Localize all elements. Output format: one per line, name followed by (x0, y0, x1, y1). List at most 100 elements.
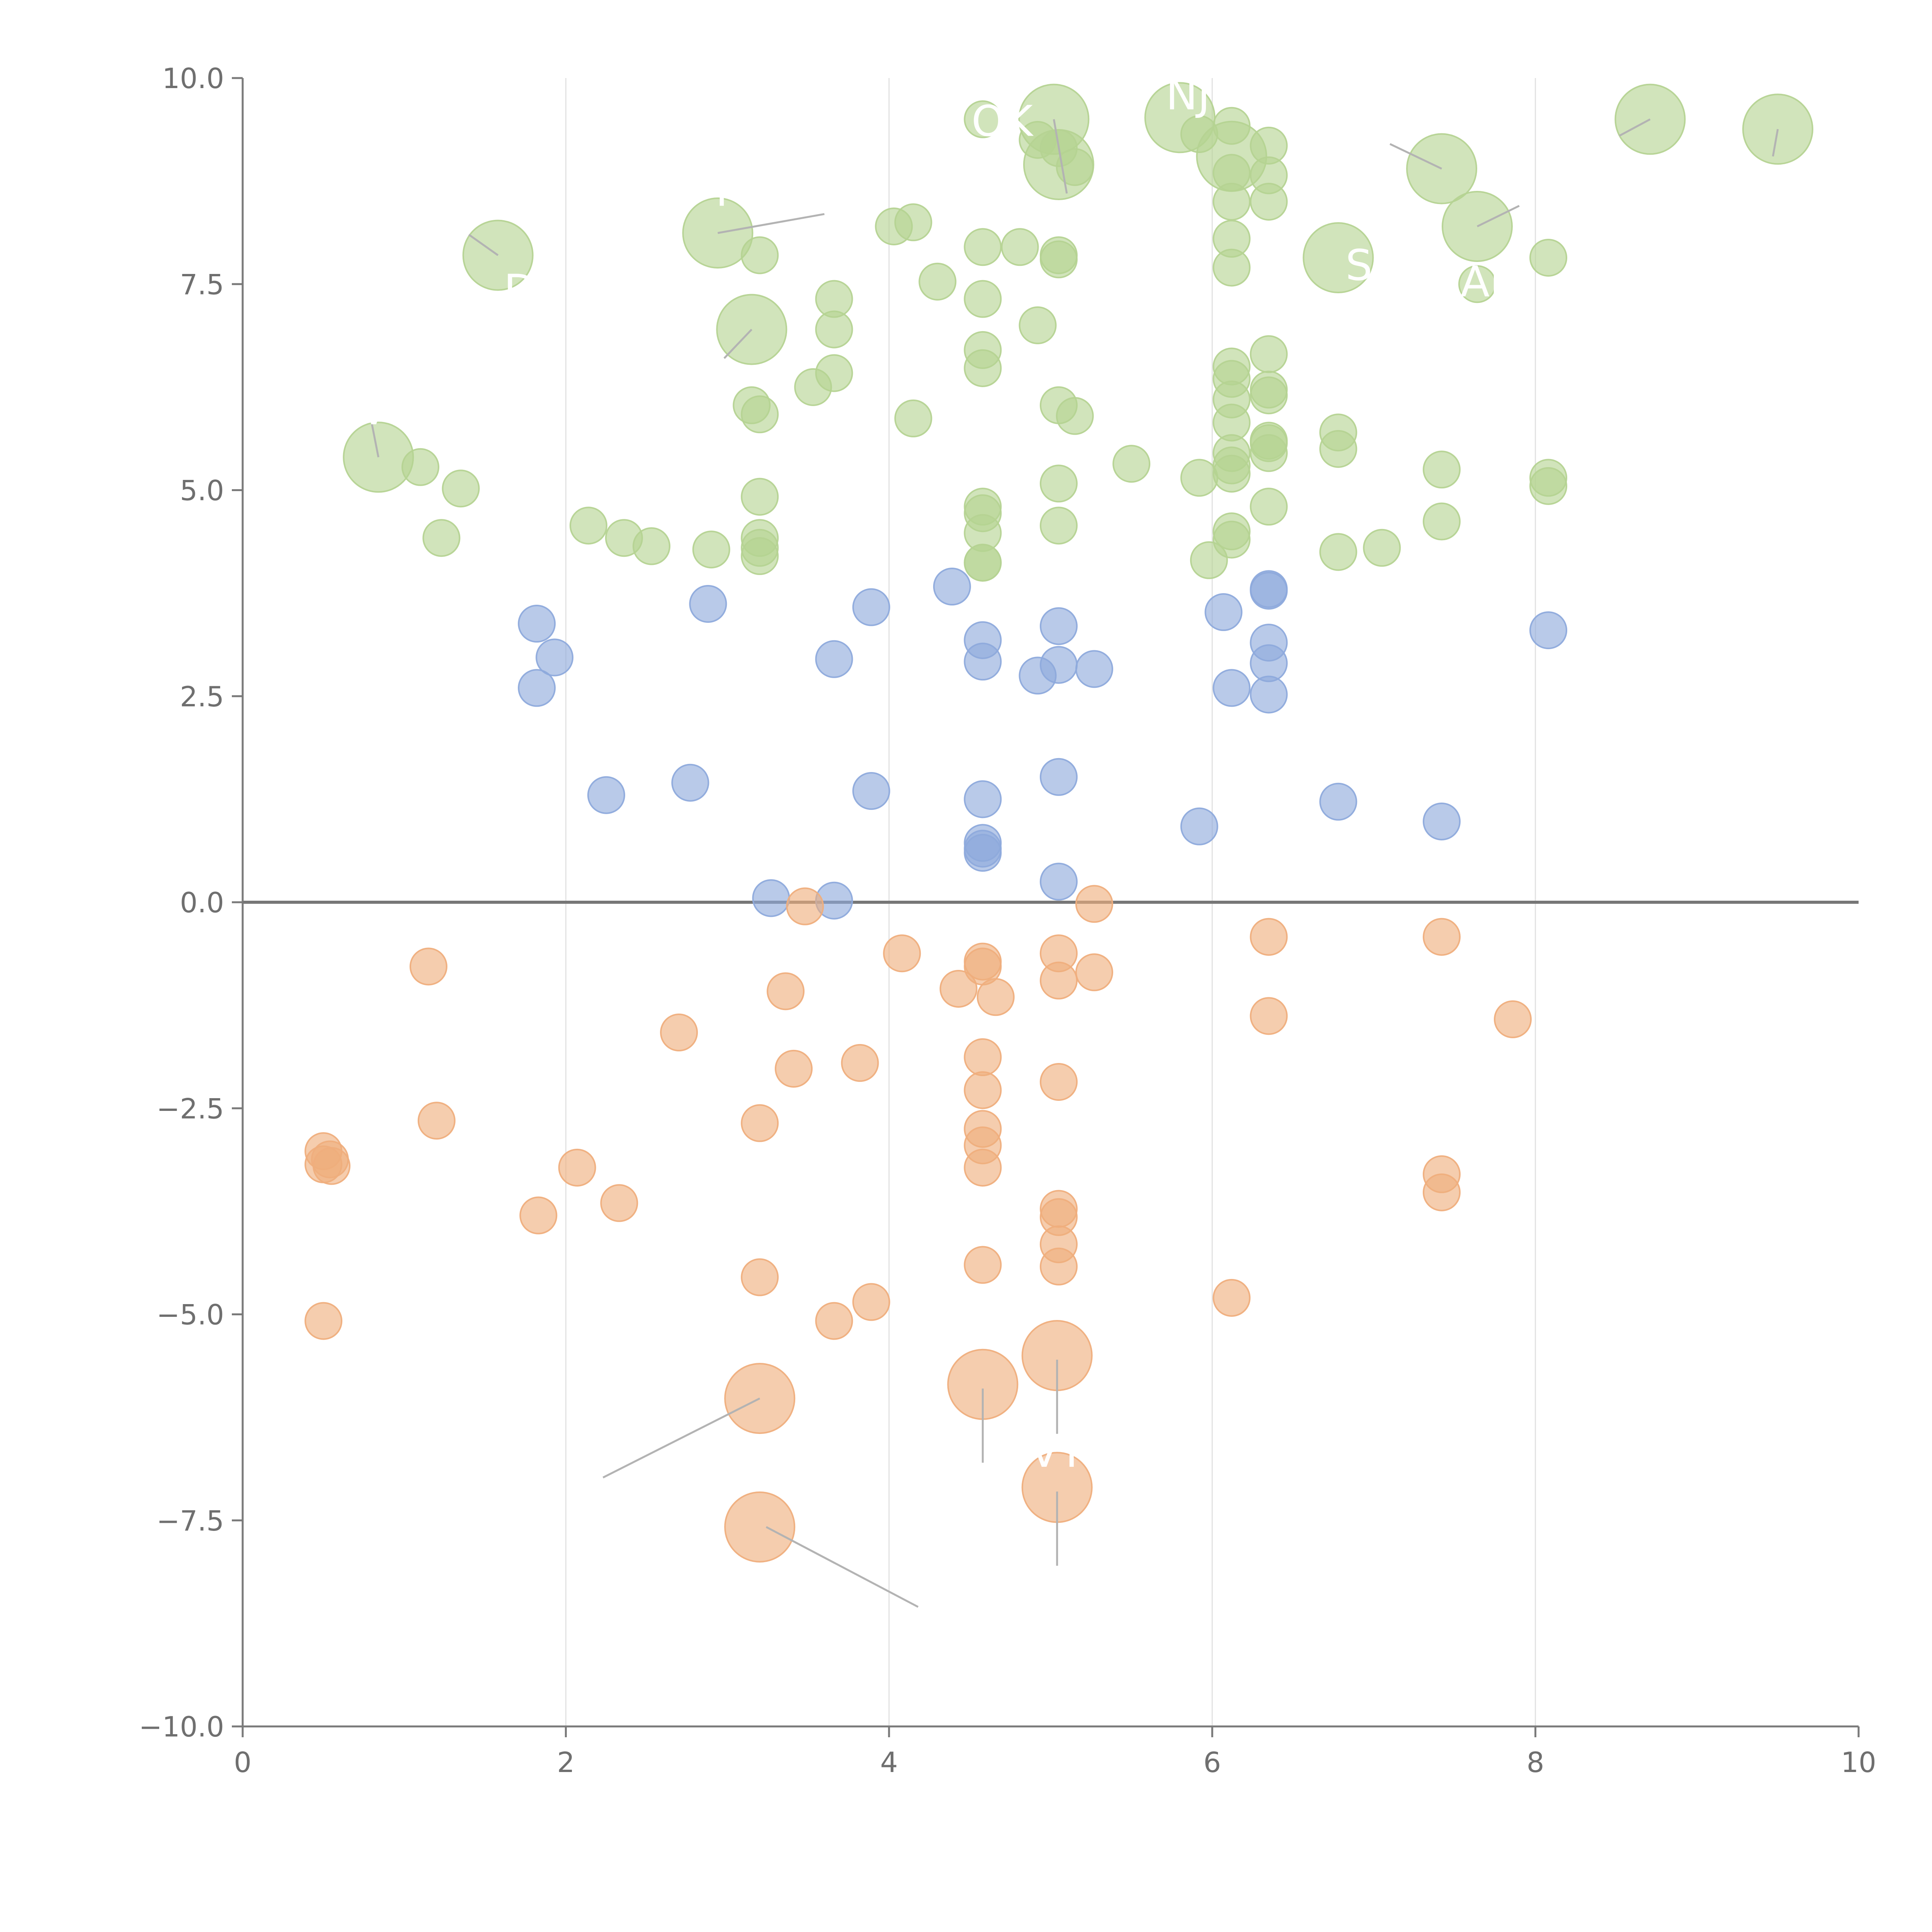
data-point-mid (964, 780, 1002, 818)
y-tick-label: 7.5 (180, 268, 224, 301)
data-point-mid (852, 588, 890, 626)
data-point-mid (1213, 669, 1251, 707)
leader-line (765, 1526, 919, 1608)
data-point-low (775, 1049, 813, 1088)
data-point-low (741, 1104, 779, 1142)
data-point-high (964, 100, 1002, 138)
data-point-mid (1423, 802, 1461, 840)
x-tick-label: 6 (1203, 1746, 1221, 1779)
data-point-high (1039, 507, 1078, 545)
y-tick-label: −2.5 (156, 1092, 224, 1125)
leader-line (718, 213, 825, 234)
data-point-high (422, 519, 461, 557)
data-point-mid (1529, 611, 1568, 650)
data-point-high (964, 228, 1002, 266)
leader-layer (371, 118, 1779, 1608)
data-point-mid (964, 643, 1002, 681)
data-point-high (1319, 430, 1357, 468)
data-point-high (741, 236, 779, 274)
leader-line (371, 424, 379, 457)
point-annotation: NJ (1166, 70, 1210, 119)
data-point-low (964, 1246, 1002, 1284)
data-point-low (841, 1044, 879, 1082)
data-point-high (1529, 238, 1568, 277)
data-point-mid (933, 568, 971, 606)
data-point-mid (1204, 593, 1243, 631)
data-point-mid (852, 772, 890, 810)
data-point-low (1075, 885, 1113, 923)
x-tick-label: 10 (1841, 1746, 1876, 1779)
data-point-high (1213, 107, 1251, 145)
data-point-high (964, 280, 1002, 318)
data-point-high (1250, 376, 1288, 415)
data-point-high (1213, 454, 1251, 493)
data-point-mid (1039, 646, 1078, 684)
data-point-low (1039, 1063, 1078, 1101)
data-point-low (1494, 1000, 1532, 1038)
data-point-mid (1039, 862, 1078, 901)
data-point-low (1423, 1173, 1461, 1211)
y-tick-label: 10.0 (162, 62, 224, 95)
data-point-high (918, 262, 957, 301)
data-point-high (1250, 335, 1288, 373)
data-point-mid (815, 640, 853, 678)
data-point-low (313, 1147, 351, 1185)
data-point-high (1180, 459, 1218, 497)
data-point-low (1213, 1279, 1251, 1317)
data-point-high (1423, 451, 1461, 489)
data-point-low (1250, 997, 1288, 1035)
data-point-mid (689, 585, 727, 623)
leader-line (602, 1397, 760, 1479)
point-annotation: VT (1030, 1427, 1085, 1477)
data-point-mid (587, 776, 625, 814)
leader-line (1389, 143, 1442, 170)
point-annotation: SC (1345, 241, 1402, 290)
data-point-high (741, 395, 779, 434)
data-point-mid (518, 605, 556, 643)
data-point-low (852, 1283, 890, 1321)
data-point-high (569, 507, 607, 545)
data-point-high (894, 399, 932, 437)
data-point-high (1250, 488, 1288, 526)
data-point-high (1250, 182, 1288, 221)
x-tick-label: 2 (557, 1746, 575, 1779)
data-point-high (815, 354, 853, 392)
data-point-low (964, 1038, 1002, 1077)
point-annotation: DE (504, 265, 563, 315)
data-point-mid (536, 638, 574, 677)
data-point-high (964, 544, 1002, 582)
data-point-low (815, 1302, 853, 1340)
x-tick-label: 8 (1527, 1746, 1544, 1779)
data-point-high (442, 469, 480, 508)
data-point-high (964, 349, 1002, 387)
data-point-low (883, 934, 921, 973)
data-point-mid (1180, 807, 1218, 845)
data-point-high (1213, 248, 1251, 287)
data-point-mid (518, 669, 556, 707)
data-point-high (1112, 445, 1151, 483)
data-point-low (558, 1148, 596, 1187)
data-point-high (1056, 397, 1094, 435)
data-point-low (417, 1102, 456, 1140)
data-point-high (633, 527, 671, 565)
axis-layer: 10.0 7.5 5.0 2.5 0.0 −2.5 −5.0 −7.5 −10.0 0 2 4 6 8 10 (139, 62, 1876, 1779)
data-point-high (1213, 182, 1251, 221)
data-point-high (692, 531, 730, 569)
y-tick-label: 0.0 (180, 886, 224, 919)
data-point-mid (1250, 570, 1288, 608)
point-annotation: VI (359, 385, 401, 434)
data-point-low (724, 1491, 796, 1563)
leader-line (1476, 205, 1520, 228)
point-layer (304, 82, 1813, 1563)
data-point-mid (964, 830, 1002, 868)
point-annotation: OK (971, 96, 1034, 146)
data-point-low (660, 1014, 698, 1052)
data-point-high (894, 203, 932, 242)
data-point-low (409, 947, 447, 986)
x-tick-label: 4 (880, 1746, 898, 1779)
data-point-high (1001, 228, 1039, 266)
leader-line (1619, 118, 1651, 137)
data-point-high (1039, 240, 1078, 279)
